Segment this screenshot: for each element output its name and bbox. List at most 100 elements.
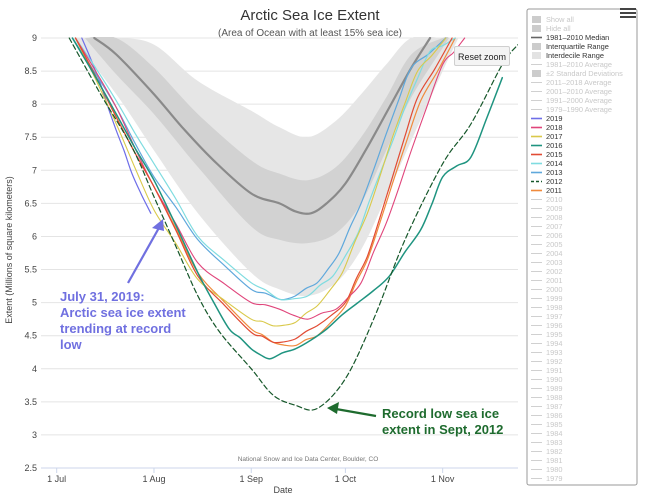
legend-label: 1999 <box>546 294 562 303</box>
legend-item[interactable]: 1998 <box>531 303 562 312</box>
legend-item[interactable]: 1991 <box>531 366 562 375</box>
series-line-2012 <box>68 37 518 411</box>
legend-item[interactable]: 1996 <box>531 321 562 330</box>
legend-item[interactable]: 1982 <box>531 447 562 456</box>
legend-item[interactable]: 1995 <box>531 330 562 339</box>
legend-item[interactable]: 1983 <box>531 438 562 447</box>
legend-item[interactable]: 2002 <box>531 267 562 276</box>
legend-item[interactable]: 2000 <box>531 285 562 294</box>
legend-item[interactable]: 1986 <box>531 411 562 420</box>
legend-item[interactable]: 1988 <box>531 393 562 402</box>
axes: 2.5 3 3.5 4 4.5 5 5.5 6 6.5 7 7.5 8 8.5 9 1 Jul 1 Aug 1 … <box>24 33 518 484</box>
legend-item[interactable]: 2010 <box>531 195 562 204</box>
legend-item[interactable]: 2014 <box>531 159 562 168</box>
legend-label: 1981–2010 Median <box>546 33 609 42</box>
hamburger-menu-icon[interactable] <box>620 6 636 20</box>
legend-item[interactable]: Hide all <box>532 24 571 33</box>
legend-item[interactable]: 2007 <box>531 222 562 231</box>
legend-item[interactable]: 2015 <box>531 150 562 159</box>
x-tick-label: 1 Nov <box>431 474 455 484</box>
legend-item[interactable]: 1979–1990 Average <box>531 105 612 114</box>
annotation-2019-line: Arctic sea ice extent <box>60 305 186 320</box>
legend-item[interactable]: 1992 <box>531 357 562 366</box>
legend-item[interactable]: 2019 <box>531 114 562 123</box>
legend-label: 2011–2018 Average <box>546 78 611 87</box>
legend-label: 2017 <box>546 132 562 141</box>
legend-item[interactable]: 2006 <box>531 231 562 240</box>
legend-item[interactable]: 1999 <box>531 294 562 303</box>
legend-item[interactable]: 1981 <box>531 456 562 465</box>
legend-item[interactable]: 1997 <box>531 312 562 321</box>
legend-label: 2013 <box>546 168 562 177</box>
legend-label: 2001–2010 Average <box>546 87 612 96</box>
legend-item[interactable]: 1994 <box>531 339 562 348</box>
legend-label: 2015 <box>546 150 562 159</box>
series-line-2014 <box>74 37 456 301</box>
legend-item[interactable]: Interquartile Range <box>532 42 609 51</box>
chart-subtitle: (Area of Ocean with at least 15% sea ice… <box>218 28 402 39</box>
legend-label: Hide all <box>546 24 571 33</box>
annotations: July 31, 2019:Arctic sea ice extenttrend… <box>60 219 503 437</box>
legend-item[interactable]: 1981–2010 Average <box>531 60 612 69</box>
legend-item[interactable]: 1981–2010 Median <box>531 33 609 42</box>
y-tick-label: 4.5 <box>24 331 37 341</box>
legend-item[interactable]: 2004 <box>531 249 562 258</box>
annotation-arrowhead-2019 <box>152 219 164 231</box>
legend-item[interactable]: Interdecile Range <box>532 51 604 60</box>
legend-item[interactable]: 2016 <box>531 141 562 150</box>
legend-label: 1983 <box>546 438 562 447</box>
legend-label: 2018 <box>546 123 562 132</box>
legend-label: 1987 <box>546 402 562 411</box>
legend-label: 2005 <box>546 240 562 249</box>
legend-label: 2003 <box>546 258 562 267</box>
legend-item[interactable]: 2008 <box>531 213 562 222</box>
legend-label: ±2 Standard Deviations <box>546 69 623 78</box>
y-tick-label: 9 <box>32 33 37 43</box>
legend-item[interactable]: 1991–2000 Average <box>531 96 612 105</box>
legend-swatch <box>532 25 541 32</box>
band-interquartile-range <box>84 37 449 244</box>
legend-item[interactable]: 1989 <box>531 384 562 393</box>
legend-item[interactable]: 2003 <box>531 258 562 267</box>
legend-label: 1980 <box>546 465 562 474</box>
legend-label: 2014 <box>546 159 562 168</box>
legend-label: 2016 <box>546 141 562 150</box>
legend-item[interactable]: 1990 <box>531 375 562 384</box>
legend-label: 1996 <box>546 321 562 330</box>
y-tick-label: 7 <box>32 165 37 175</box>
legend-label: 2009 <box>546 204 562 213</box>
legend-item[interactable]: 1984 <box>531 429 562 438</box>
legend-item[interactable]: 2001–2010 Average <box>531 87 612 96</box>
legend-item[interactable]: Show all <box>532 15 574 24</box>
legend-swatch <box>532 52 541 59</box>
legend-swatch <box>532 43 541 50</box>
legend-item[interactable]: 2011–2018 Average <box>531 78 611 87</box>
legend-item[interactable]: ±2 Standard Deviations <box>532 69 623 78</box>
legend-item[interactable]: 2017 <box>531 132 562 141</box>
reset-zoom-button[interactable]: Reset zoom <box>454 46 510 66</box>
legend-item[interactable]: 2009 <box>531 204 562 213</box>
legend-item[interactable]: 2011 <box>531 186 562 195</box>
credit-text: National Snow and Ice Data Center, Bould… <box>238 456 379 463</box>
legend-item[interactable]: 2018 <box>531 123 562 132</box>
legend-item[interactable]: 1979 <box>531 474 562 483</box>
legend-item[interactable]: 1980 <box>531 465 562 474</box>
annotation-2019-line: low <box>60 337 83 352</box>
legend-item[interactable]: 1993 <box>531 348 562 357</box>
legend-item[interactable]: 1985 <box>531 420 562 429</box>
series-lines <box>68 37 518 411</box>
y-tick-label: 3 <box>32 430 37 440</box>
x-tick-label: 1 Sep <box>239 474 263 484</box>
legend-item[interactable]: 2013 <box>531 168 562 177</box>
legend-label: Interquartile Range <box>546 42 609 51</box>
legend-item[interactable]: 2012 <box>531 177 562 186</box>
legend-item[interactable]: 1987 <box>531 402 562 411</box>
legend-item[interactable]: 2005 <box>531 240 562 249</box>
series-line-2019 <box>81 37 152 214</box>
annotation-2019-line: trending at record <box>60 321 171 336</box>
legend-item[interactable]: 2001 <box>531 276 562 285</box>
legend-label: 2004 <box>546 249 562 258</box>
legend-label: 1979 <box>546 474 562 483</box>
series-line-2015 <box>74 37 453 344</box>
